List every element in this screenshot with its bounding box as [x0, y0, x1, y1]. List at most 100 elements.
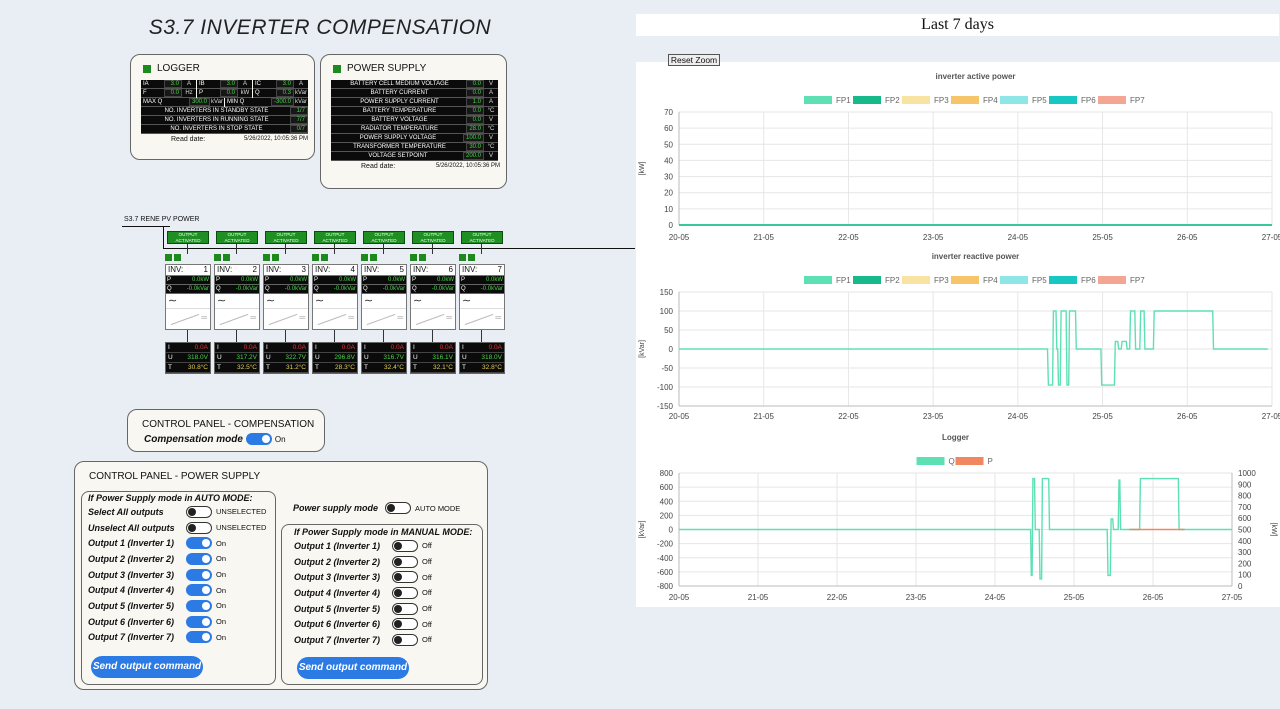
sine-wave-icon: ∼ — [168, 295, 178, 307]
inverter-q-value: -0.0kVar — [284, 286, 307, 292]
unselect-all-toggle[interactable] — [186, 521, 212, 534]
output-toggle[interactable] — [392, 539, 418, 552]
connector-line — [334, 330, 335, 342]
inverter-p-value: 0.0kW — [191, 277, 209, 283]
output-toggle[interactable] — [392, 571, 418, 584]
output-toggle[interactable] — [186, 599, 212, 612]
reset-zoom-button[interactable]: Reset Zoom — [668, 54, 720, 66]
inverter-card[interactable]: INV: 2 P 0.0kW Q -0.0kVar ∼ — [214, 264, 260, 330]
send-output-command-button[interactable]: Send output command — [91, 656, 203, 678]
y2-tick-label: 300 — [1238, 548, 1252, 557]
inverter-card[interactable]: INV: 3 P 0.0kW Q -0.0kVar ∼ — [263, 264, 309, 330]
y-tick-label: 150 — [660, 288, 674, 297]
y-tick-label: -800 — [657, 582, 674, 591]
output-row: Output 2 (Inverter 2) Off — [294, 554, 482, 570]
output-toggle[interactable] — [392, 602, 418, 615]
power-supply-row-value: 1.0 — [466, 98, 484, 106]
output-activated-badge: OUTPUT ACTIVATED — [216, 231, 258, 244]
connector-line — [334, 244, 335, 254]
inverter-p-row: P 0.0kW — [215, 276, 259, 285]
power-supply-row-value: 0.0 — [466, 80, 484, 88]
legend-swatch — [955, 457, 984, 465]
output-toggle[interactable] — [392, 555, 418, 568]
legend-swatch — [916, 457, 945, 465]
inverter-i-value: 0.0A — [439, 344, 453, 351]
inverter-p-row: P 0.0kW — [166, 276, 210, 285]
output-state: On — [216, 554, 227, 564]
output-state: Off — [422, 635, 432, 645]
x-tick-label: 21-05 — [753, 233, 774, 242]
inverter-readout: I 0.0A U 296.8V T 28.3°C — [312, 342, 358, 374]
legend-swatch — [1098, 96, 1126, 104]
auto-mode-header: If Power Supply mode in AUTO MODE: — [88, 493, 253, 503]
x-tick-label: 20-05 — [669, 233, 690, 242]
inverter-u-value: 316.7V — [383, 354, 404, 361]
inverter-name: INV: — [413, 265, 429, 274]
y2-tick-label: 1000 — [1238, 469, 1256, 478]
inverter-card[interactable]: INV: 1 P 0.0kW Q -0.0kVar ∼ — [165, 264, 211, 330]
inverter-number: 5 — [399, 265, 404, 274]
inverter-i-value: 0.0A — [488, 344, 502, 351]
output-toggle[interactable] — [186, 537, 212, 550]
inverter-q-value: -0.0kVar — [480, 286, 503, 292]
output-toggle[interactable] — [186, 615, 212, 628]
x-tick-label: 24-05 — [1008, 233, 1029, 242]
power-supply-grid: BATTERY CELL MEDIUM VOLTAGE 0.0 V BATTERY C… — [331, 80, 498, 161]
inverter-p-value: 0.0kW — [485, 277, 503, 283]
output-label: Output 7 (Inverter 7) — [294, 634, 381, 645]
y-axis-label: [kVar] — [639, 521, 646, 539]
y-tick-label: -200 — [657, 540, 674, 549]
output-toggle[interactable] — [186, 568, 212, 581]
compensation-mode-toggle[interactable] — [245, 433, 272, 445]
inverter-q-row: Q -0.0kVar — [313, 285, 357, 294]
output-toggle[interactable] — [186, 552, 212, 565]
unselect-all-row: Unselect All outputs UNSELECTED — [88, 520, 275, 536]
output-row: Output 6 (Inverter 6) Off — [294, 616, 482, 632]
power-supply-row-unit: V — [488, 116, 493, 123]
logger-cell-f: F 0.0 Hz — [141, 89, 196, 98]
output-activated-badge: OUTPUT ACTIVATED — [167, 231, 209, 244]
inverter-u-row: U 316.7V — [362, 354, 406, 363]
x-tick-label: 26-05 — [1143, 593, 1164, 602]
inverter-q-value: -0.0kVar — [333, 286, 356, 292]
power-supply-row-label: VOLTAGE SETPOINT — [368, 152, 428, 159]
bus-connector — [163, 226, 164, 248]
output-activated-badge: OUTPUT ACTIVATED — [265, 231, 307, 244]
read-date-value: 5/26/2022, 10:05:36 PM — [243, 136, 308, 142]
inverter-card[interactable]: INV: 6 P 0.0kW Q -0.0kVar ∼ — [410, 264, 456, 330]
inverter-t-value: 32.1°C — [433, 364, 453, 371]
output-toggle[interactable] — [392, 618, 418, 631]
y-axis-label: [kVar] — [639, 340, 646, 358]
inverter-card[interactable]: INV: 4 P 0.0kW Q -0.0kVar ∼ — [312, 264, 358, 330]
inverter-header: INV: 1 — [166, 265, 210, 276]
chart-header: Last 7 days — [636, 14, 1279, 36]
bus-underline — [122, 226, 170, 227]
x-tick-label: 20-05 — [669, 593, 690, 602]
inverter-card[interactable]: INV: 5 P 0.0kW Q -0.0kVar ∼ — [361, 264, 407, 330]
charts-svg[interactable]: inverter active power FP1 FP2 FP3 FP4 FP5 FP6 F… — [636, 62, 1280, 607]
inverter-diagram-icon — [166, 308, 210, 329]
power-supply-row-label: BATTERY TEMPERATURE — [362, 107, 437, 114]
logger-title: LOGGER — [157, 63, 200, 74]
output-row: Output 5 (Inverter 5) On — [88, 598, 275, 614]
connector-line — [285, 330, 286, 342]
output-toggle[interactable] — [392, 586, 418, 599]
output-toggle[interactable] — [186, 631, 212, 644]
output-toggle[interactable] — [392, 633, 418, 646]
power-supply-mode-toggle[interactable] — [385, 502, 412, 514]
y-tick-label: 100 — [660, 307, 674, 316]
output-label: Output 4 (Inverter 4) — [294, 587, 381, 598]
logger-cell-ic: IC 3.0 A — [253, 80, 308, 89]
x-tick-label: 20-05 — [669, 412, 690, 421]
output-toggle[interactable] — [186, 584, 212, 597]
power-supply-row-value: 200.0 — [462, 152, 484, 160]
output-label: Output 2 (Inverter 2) — [294, 556, 381, 567]
select-all-toggle[interactable] — [186, 505, 212, 518]
power-supply-row-label: POWER SUPPLY VOLTAGE — [359, 134, 437, 141]
send-output-command-manual-button[interactable]: Send output command — [297, 657, 409, 679]
inverter-t-row: T 30.8°C — [166, 364, 210, 373]
sine-wave-icon: ∼ — [413, 295, 423, 307]
inverter-q-value: -0.0kVar — [186, 286, 209, 292]
inverter-card[interactable]: INV: 7 P 0.0kW Q -0.0kVar ∼ — [459, 264, 505, 330]
output-row: Output 1 (Inverter 1) Off — [294, 538, 482, 554]
